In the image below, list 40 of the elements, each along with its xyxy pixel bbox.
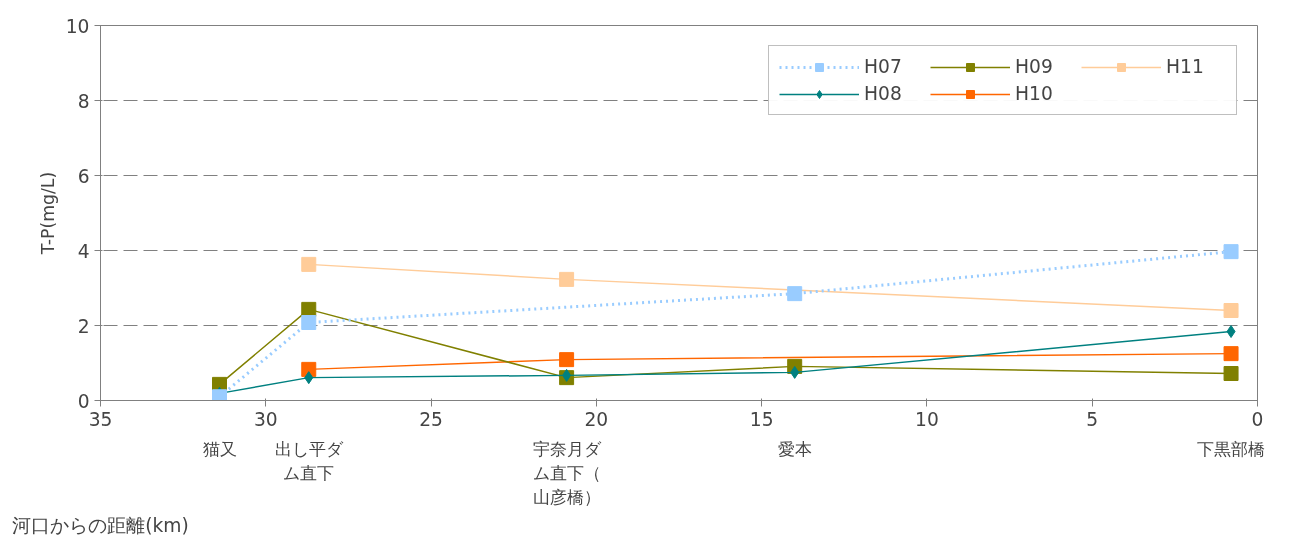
text: 愛本 (777, 438, 812, 459)
point (1223, 346, 1239, 362)
y-tick-label: 6 (77, 165, 90, 187)
y-tick-label: 8 (77, 90, 90, 112)
x-tick-label: 25 (419, 408, 443, 430)
x-axis-title: 河口からの距離(km) (12, 514, 189, 536)
legend-label: H09 (1015, 56, 1054, 77)
text: 宇奈月ダム直下（山彦橋） (532, 438, 602, 507)
legend-label: H11 (1166, 56, 1205, 77)
point (304, 371, 314, 385)
point (787, 286, 803, 302)
x-tick-label: 5 (1086, 408, 1099, 430)
x-tick-label: 15 (749, 408, 774, 430)
y-axis-title: T-P(mg/L) (37, 171, 58, 256)
y-tick-label: 2 (77, 315, 90, 337)
point (1223, 303, 1239, 318)
x-tick-label: 35 (88, 408, 113, 430)
point (212, 389, 228, 401)
point (1223, 244, 1239, 260)
y-tick-label: 10 (65, 15, 90, 37)
legend-label: H10 (1015, 83, 1054, 104)
point (1226, 325, 1236, 338)
text: 猫又 (202, 438, 237, 459)
point (790, 365, 800, 379)
legend-label: H07 (864, 56, 903, 77)
y-tick-label: 0 (77, 390, 90, 412)
point (1223, 366, 1239, 381)
x-tick-label: 30 (253, 408, 278, 430)
point (559, 352, 575, 368)
x-tick-label: 20 (584, 408, 609, 430)
point (562, 368, 572, 382)
legend-label: H08 (864, 83, 903, 104)
point (301, 256, 317, 272)
text: 出し平ダム直下 (274, 438, 344, 483)
point (301, 315, 317, 330)
text: 下黒部橋 (1197, 438, 1266, 459)
x-tick-label: 10 (915, 408, 939, 430)
x-tick-label: 0 (1251, 408, 1264, 430)
point (559, 271, 575, 287)
y-tick-label: 4 (77, 240, 90, 262)
